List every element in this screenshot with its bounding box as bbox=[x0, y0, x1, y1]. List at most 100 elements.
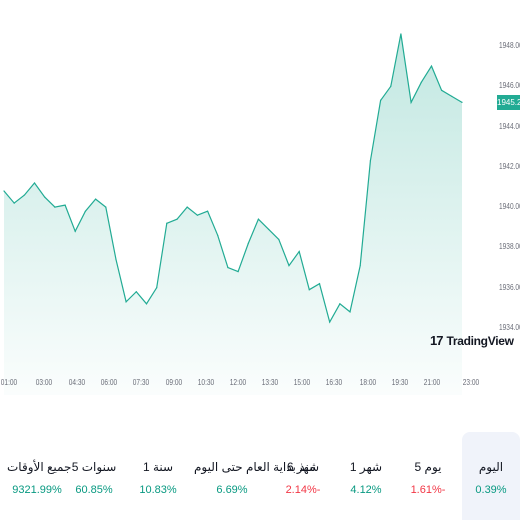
time-tick-label: 23:00 bbox=[462, 378, 480, 387]
data-point-5 bbox=[54, 206, 56, 208]
performance-period-value: 9321.99% bbox=[12, 484, 62, 496]
price-tick-label: 1944.00 bbox=[499, 121, 520, 131]
time-tick-label: 15:00 bbox=[293, 378, 311, 387]
data-point-26 bbox=[268, 228, 270, 230]
data-point-37 bbox=[379, 99, 382, 101]
data-point-17 bbox=[176, 218, 178, 220]
performance-row: جميع الأوقات 9321.99% 5 سنوات 60.85% 1 سنة 10… bbox=[0, 432, 520, 520]
data-point-7 bbox=[74, 230, 76, 232]
performance-period-label: 1 شهر bbox=[349, 460, 383, 474]
data-point-45 bbox=[461, 101, 463, 103]
performance-period-1[interactable]: 5 سنوات 60.85% bbox=[64, 432, 124, 520]
data-point-2 bbox=[23, 194, 25, 196]
price-tick-label: 1934.00 bbox=[499, 323, 520, 332]
data-point-18 bbox=[186, 206, 188, 208]
performance-period-label: 6 شهر bbox=[286, 460, 320, 474]
data-point-41 bbox=[420, 81, 422, 83]
data-point-34 bbox=[349, 311, 351, 313]
time-tick-label: 21:00 bbox=[423, 378, 441, 387]
data-point-3 bbox=[33, 182, 36, 184]
time-tick-label: 18:00 bbox=[359, 378, 377, 387]
data-point-38 bbox=[390, 85, 392, 87]
price-line bbox=[3, 33, 463, 324]
performance-period-label: 5 سنوات bbox=[71, 460, 117, 474]
data-point-10 bbox=[105, 206, 107, 208]
performance-period-value: 10.83% bbox=[139, 484, 177, 496]
data-point-1 bbox=[13, 202, 15, 204]
performance-period-6[interactable]: 5 يوم 1.61%- bbox=[398, 432, 458, 520]
performance-period-label: جميع الأوقات bbox=[7, 460, 72, 474]
time-tick-label: 12:00 bbox=[229, 378, 247, 387]
data-point-14 bbox=[145, 303, 148, 305]
data-point-21 bbox=[217, 234, 219, 236]
price-tick-label: 1938.00 bbox=[499, 242, 520, 252]
performance-period-value: 6.69% bbox=[216, 484, 248, 496]
performance-period-3[interactable]: منذ بداية العام حتى اليوم 6.69% bbox=[194, 432, 316, 520]
data-point-43 bbox=[441, 89, 443, 91]
tradingview-logo-text: TradingView bbox=[446, 333, 514, 348]
data-point-16 bbox=[166, 222, 168, 224]
data-point-31 bbox=[318, 283, 321, 285]
data-point-42 bbox=[430, 65, 433, 67]
data-point-23 bbox=[237, 271, 239, 273]
data-point-11 bbox=[115, 258, 117, 261]
performance-period-5[interactable]: 1 شهر 4.12% bbox=[336, 432, 396, 520]
price-tick-label: 1936.00 bbox=[499, 282, 520, 292]
data-point-39 bbox=[400, 33, 402, 35]
tradingview-logo[interactable]: 17 TradingView bbox=[430, 333, 514, 348]
performance-period-label: 1 سنة bbox=[142, 460, 174, 474]
performance-period-value: 60.85% bbox=[75, 484, 113, 496]
data-point-20 bbox=[206, 210, 209, 212]
data-point-22 bbox=[227, 266, 229, 269]
time-tick-label: 04:30 bbox=[68, 378, 86, 387]
data-point-6 bbox=[64, 204, 66, 206]
time-tick-label: 09:00 bbox=[165, 378, 183, 387]
performance-period-value: 4.12% bbox=[350, 484, 382, 496]
last-price-label: 1945.20 bbox=[497, 95, 520, 110]
data-point-0 bbox=[3, 190, 5, 192]
time-tick-label: 03:00 bbox=[35, 378, 53, 387]
price-area bbox=[4, 33, 462, 395]
performance-period-0[interactable]: جميع الأوقات 9321.99% bbox=[7, 432, 72, 520]
chart-canvas[interactable] bbox=[0, 0, 520, 395]
performance-period-label: 5 يوم bbox=[414, 460, 442, 474]
price-chart[interactable]: 1948.00 1946.00 1944.00 1942.00 1940.00 1938.… bbox=[0, 0, 520, 395]
time-tick-label: 07:30 bbox=[132, 378, 150, 387]
data-point-35 bbox=[359, 264, 361, 267]
performance-period-value: 1.61%- bbox=[410, 484, 446, 496]
performance-period-7[interactable]: اليوم 0.39% bbox=[462, 432, 520, 520]
performance-period-value: 2.14%- bbox=[285, 484, 321, 496]
data-point-15 bbox=[156, 287, 158, 289]
data-point-32 bbox=[329, 321, 331, 323]
data-point-36 bbox=[369, 160, 371, 162]
data-point-44 bbox=[451, 95, 453, 97]
data-point-9 bbox=[95, 198, 97, 200]
price-tick-label: 1946.00 bbox=[499, 81, 520, 91]
price-tick-label: 1942.00 bbox=[499, 161, 520, 171]
performance-period-value: 0.39% bbox=[475, 484, 507, 496]
data-point-4 bbox=[44, 196, 46, 198]
performance-period-label: منذ بداية العام حتى اليوم bbox=[194, 460, 316, 474]
data-point-19 bbox=[196, 214, 198, 216]
time-tick-label: 13:30 bbox=[261, 378, 279, 387]
data-point-33 bbox=[339, 303, 341, 305]
data-point-24 bbox=[247, 242, 249, 244]
performance-period-label: اليوم bbox=[478, 460, 504, 474]
data-point-40 bbox=[410, 101, 412, 103]
data-point-29 bbox=[298, 250, 300, 253]
data-point-28 bbox=[288, 264, 290, 267]
price-tick-label: 1948.00 bbox=[499, 41, 520, 50]
performance-period-2[interactable]: 1 سنة 10.83% bbox=[128, 432, 188, 520]
time-tick-label: 10:30 bbox=[197, 378, 215, 387]
data-point-27 bbox=[278, 238, 280, 240]
data-point-13 bbox=[135, 291, 137, 293]
data-point-12 bbox=[125, 301, 127, 303]
time-tick-label: 16:30 bbox=[325, 378, 343, 387]
time-tick-label: 19:30 bbox=[391, 378, 409, 387]
performance-period-4[interactable]: 6 شهر 2.14%- bbox=[273, 432, 333, 520]
time-tick-label: 01:00 bbox=[0, 378, 18, 387]
tradingview-logo-icon: 17 bbox=[430, 333, 444, 348]
time-tick-label: 06:00 bbox=[100, 378, 118, 387]
data-point-30 bbox=[308, 289, 310, 291]
price-tick-label: 1940.00 bbox=[499, 202, 520, 212]
